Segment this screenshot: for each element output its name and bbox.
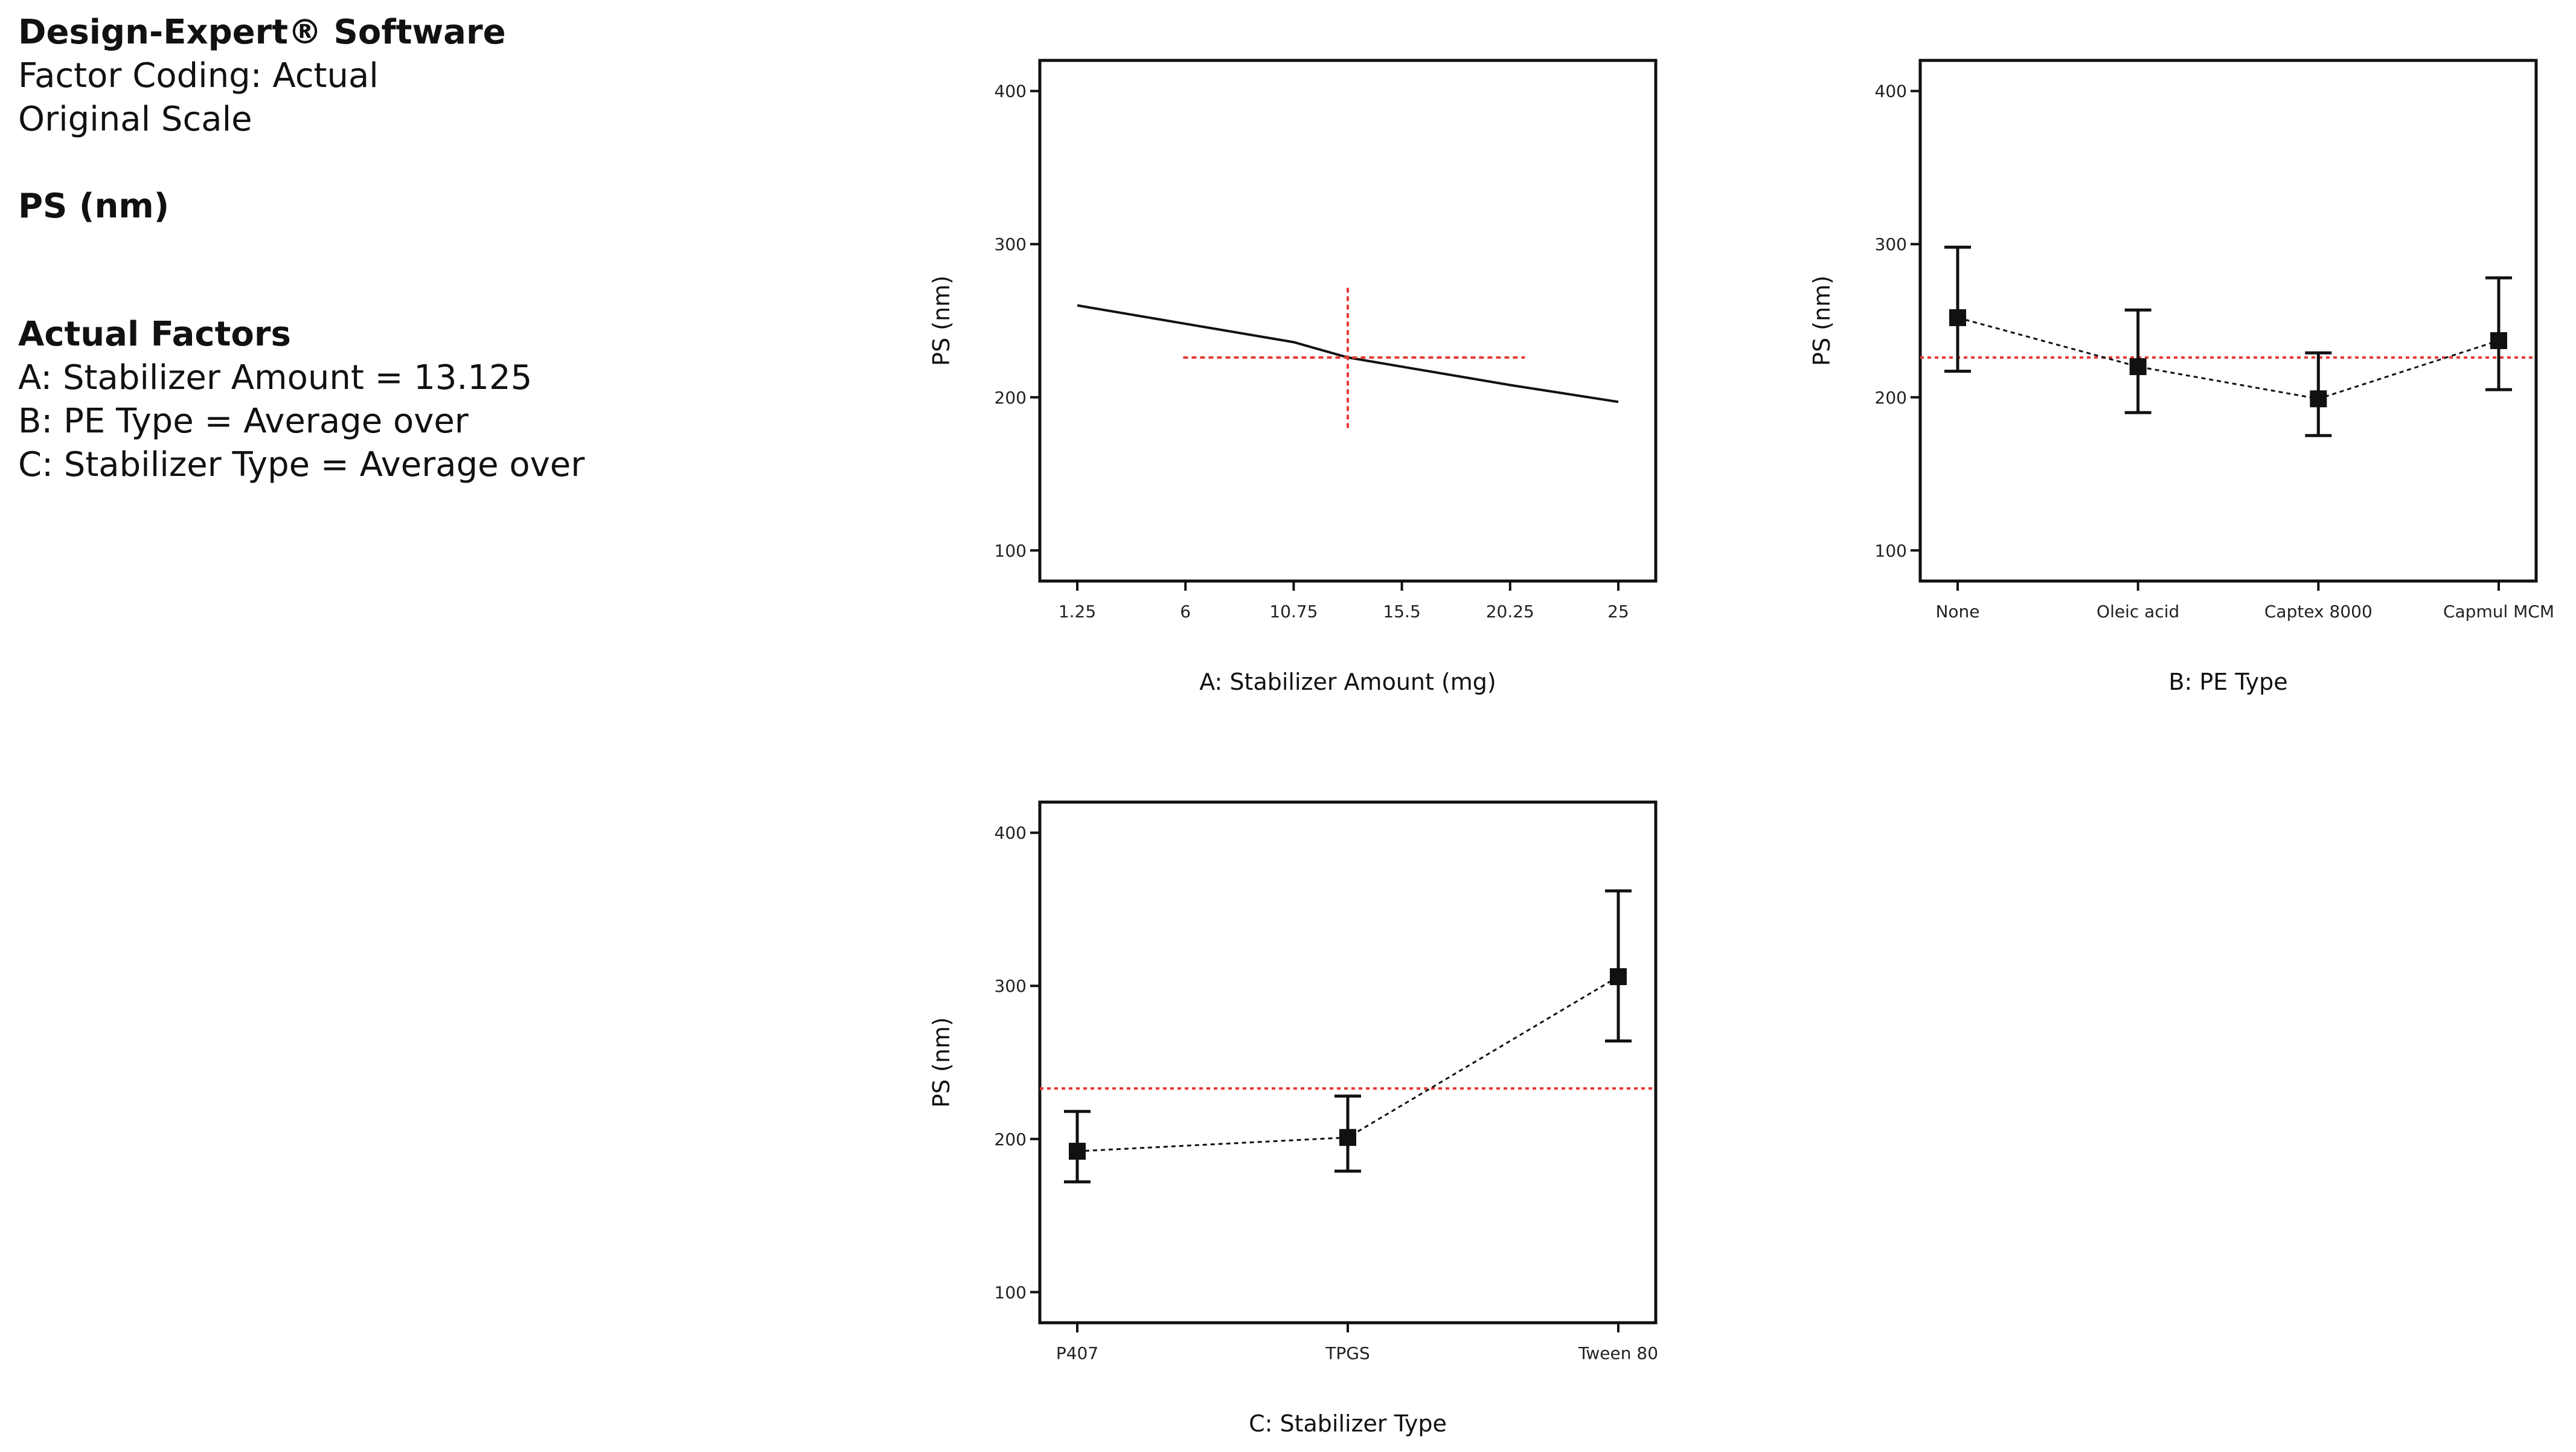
chart2-ytick-label: 100 (1875, 541, 1907, 561)
chart3-point (1339, 1129, 1356, 1146)
chart3-point (1069, 1143, 1086, 1160)
software-title: Design-Expert® Software (18, 13, 506, 52)
chart1-ytick-label: 300 (995, 234, 1027, 254)
chart2-ylabel: PS (nm) (1809, 275, 1835, 366)
factor-a-setting: A: Stabilizer Amount = 13.125 (18, 358, 533, 397)
chart1-xtick-label: 15.5 (1383, 602, 1420, 622)
chart2-point (2310, 390, 2327, 408)
chart3-ytick-label: 200 (995, 1129, 1027, 1149)
chart1-effect-line (1077, 304, 1619, 403)
factor-coding: Factor Coding: Actual (18, 56, 379, 95)
chart2-point (2490, 332, 2507, 349)
factor-b-setting: B: PE Type = Average over (18, 402, 469, 441)
chart1-xlabel: A: Stabilizer Amount (mg) (1199, 669, 1496, 695)
info-panel: Design-Expert® Software Factor Coding: A… (18, 11, 585, 487)
chart2-ytick-label: 300 (1875, 234, 1907, 254)
chart2-frame (1918, 59, 2538, 583)
chart2-xtick-label: Captex 8000 (2264, 602, 2373, 622)
response-name: PS (nm) (18, 187, 170, 226)
chart1-ytick-label: 400 (995, 82, 1027, 101)
chart2-xtick-label: Capmul MCM (2443, 602, 2554, 622)
chart2-point (1949, 309, 1966, 326)
chart1-ylabel: PS (nm) (928, 275, 955, 366)
chart1-xtick-label: 6 (1180, 602, 1191, 622)
chart2-ytick-label: 400 (1875, 82, 1907, 101)
chart2-ytick-label: 200 (1875, 388, 1907, 408)
factor-c-setting: C: Stabilizer Type = Average over (18, 445, 585, 484)
chart3-point (1610, 968, 1627, 986)
chart2-connector (1957, 316, 2499, 400)
chart1-ytick-label: 200 (995, 388, 1027, 408)
chart3-ytick-label: 400 (995, 823, 1027, 843)
chart3-xtick-label: TPGS (1325, 1343, 1370, 1363)
chart3-xtick-label: P407 (1056, 1343, 1098, 1363)
chart1-ytick-label: 100 (995, 541, 1027, 561)
scale-label: Original Scale (18, 100, 252, 139)
chart2-xlabel: B: PE Type (2168, 669, 2287, 695)
chart1-xtick-label: 25 (1607, 602, 1629, 622)
chart3-frame (1038, 800, 1658, 1325)
actual-factors-title: Actual Factors (18, 315, 291, 354)
chart3-xlabel: C: Stabilizer Type (1249, 1410, 1447, 1437)
chart3-ylabel: PS (nm) (928, 1017, 955, 1108)
chart1-frame (1038, 59, 1658, 583)
chart1-xtick-label: 10.75 (1269, 602, 1318, 622)
chart1-xtick-label: 1.25 (1059, 602, 1096, 622)
chart2-xtick-label: None (1935, 602, 1979, 622)
chart2-point (2129, 358, 2147, 376)
chart2-xtick-label: Oleic acid (2097, 602, 2179, 622)
chart3-xtick-label: Tween 80 (1578, 1343, 1658, 1363)
chart3-ytick-label: 100 (995, 1282, 1027, 1302)
chart3-ytick-label: 300 (995, 976, 1027, 996)
chart1-xtick-label: 20.25 (1486, 602, 1534, 622)
